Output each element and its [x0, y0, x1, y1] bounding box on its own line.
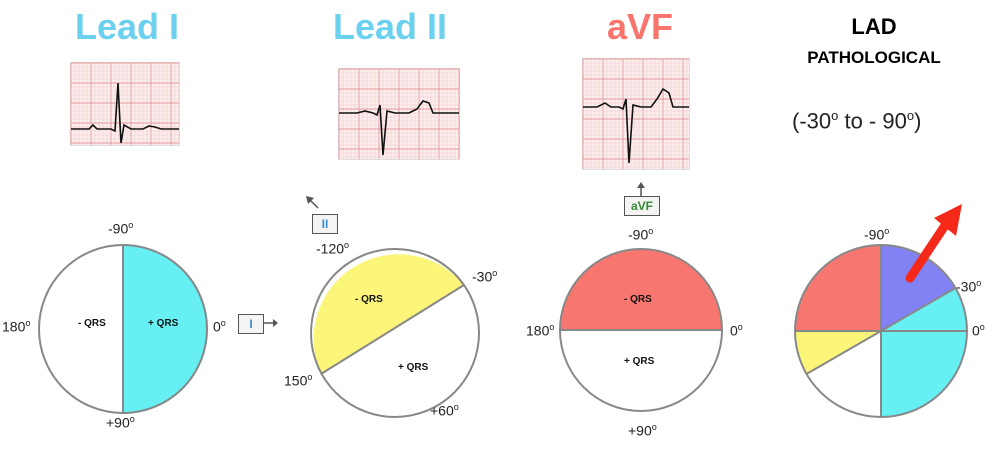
angle-right-label: 0o: [730, 322, 743, 339]
ecg-strip-lead-ii: [338, 68, 460, 160]
neg-qrs-label: - QRS: [78, 318, 106, 329]
angle-right-upper-label: -30o: [956, 278, 982, 295]
angle-top-label: -90o: [628, 226, 654, 243]
lead-i-vector-tag: I: [238, 314, 264, 334]
lad-axis-arrow-icon: [905, 204, 962, 283]
sector-left-lower: [795, 331, 881, 374]
angle-left-label: 180o: [2, 318, 31, 335]
pos-qrs-label: + QRS: [398, 362, 429, 373]
lead-ii-vector-tag: II: [312, 214, 338, 234]
lead-ii-arrow-icon: [306, 196, 319, 209]
angle-top-right-label: -30o: [472, 268, 498, 285]
ecg-strip-avf: [582, 58, 690, 170]
panel-lead-i: Lead I - QRS + QRS -90o +90o 180o 0o I: [0, 0, 264, 454]
angle-bottom-label: +90o: [106, 414, 135, 431]
avf-vector-tag: aVF: [624, 196, 660, 216]
panel-lead-ii: Lead II - QRS + QRS -120o -30o 150o +60o…: [250, 0, 500, 454]
panel-title: aVF: [606, 6, 674, 47]
angle-bottom-left-label: 150o: [284, 372, 313, 389]
angle-right-label: 0o: [972, 322, 985, 339]
neg-qrs-label: - QRS: [355, 294, 383, 305]
neg-qrs-label: - QRS: [624, 294, 652, 305]
axis-circle-avf: [559, 248, 723, 412]
angle-bottom-right-label: +60o: [430, 402, 459, 419]
axis-circle-lad: [794, 244, 968, 418]
panel-title: Lead II: [332, 6, 448, 47]
sector-right-upper: [881, 288, 967, 331]
panel-avf: aVF aVF - QRS + QRS -90o +90o 180o 0o: [500, 0, 750, 454]
angle-bottom-label: +90o: [628, 422, 657, 439]
axis-circle-lead-i: [38, 244, 208, 414]
ecg-strip-lead-i: [70, 62, 180, 146]
lad-range-label: (-30o to - 90o): [792, 108, 922, 134]
panel-title: Lead I: [74, 6, 180, 47]
avf-arrow-icon: [637, 182, 645, 196]
angle-right-label: 0o: [213, 318, 226, 335]
sector-left-upper: [795, 245, 881, 331]
angle-top-label: -90o: [864, 226, 890, 243]
panel-title: LAD: [851, 14, 897, 39]
pos-qrs-label: + QRS: [148, 318, 179, 329]
angle-top-left-label: -120o: [316, 240, 350, 257]
lead-i-arrow-icon: [264, 319, 278, 327]
angle-left-label: 180o: [526, 322, 555, 339]
sector-right-lower: [881, 331, 967, 417]
axis-circle-lead-ii: [310, 248, 480, 418]
angle-top-label: -90o: [108, 220, 134, 237]
pos-qrs-label: + QRS: [624, 356, 655, 367]
panel-lad: LAD PATHOLOGICAL (-30o to - 90o) -90o -3…: [750, 0, 1000, 454]
panel-subtitle: PATHOLOGICAL: [807, 48, 941, 67]
